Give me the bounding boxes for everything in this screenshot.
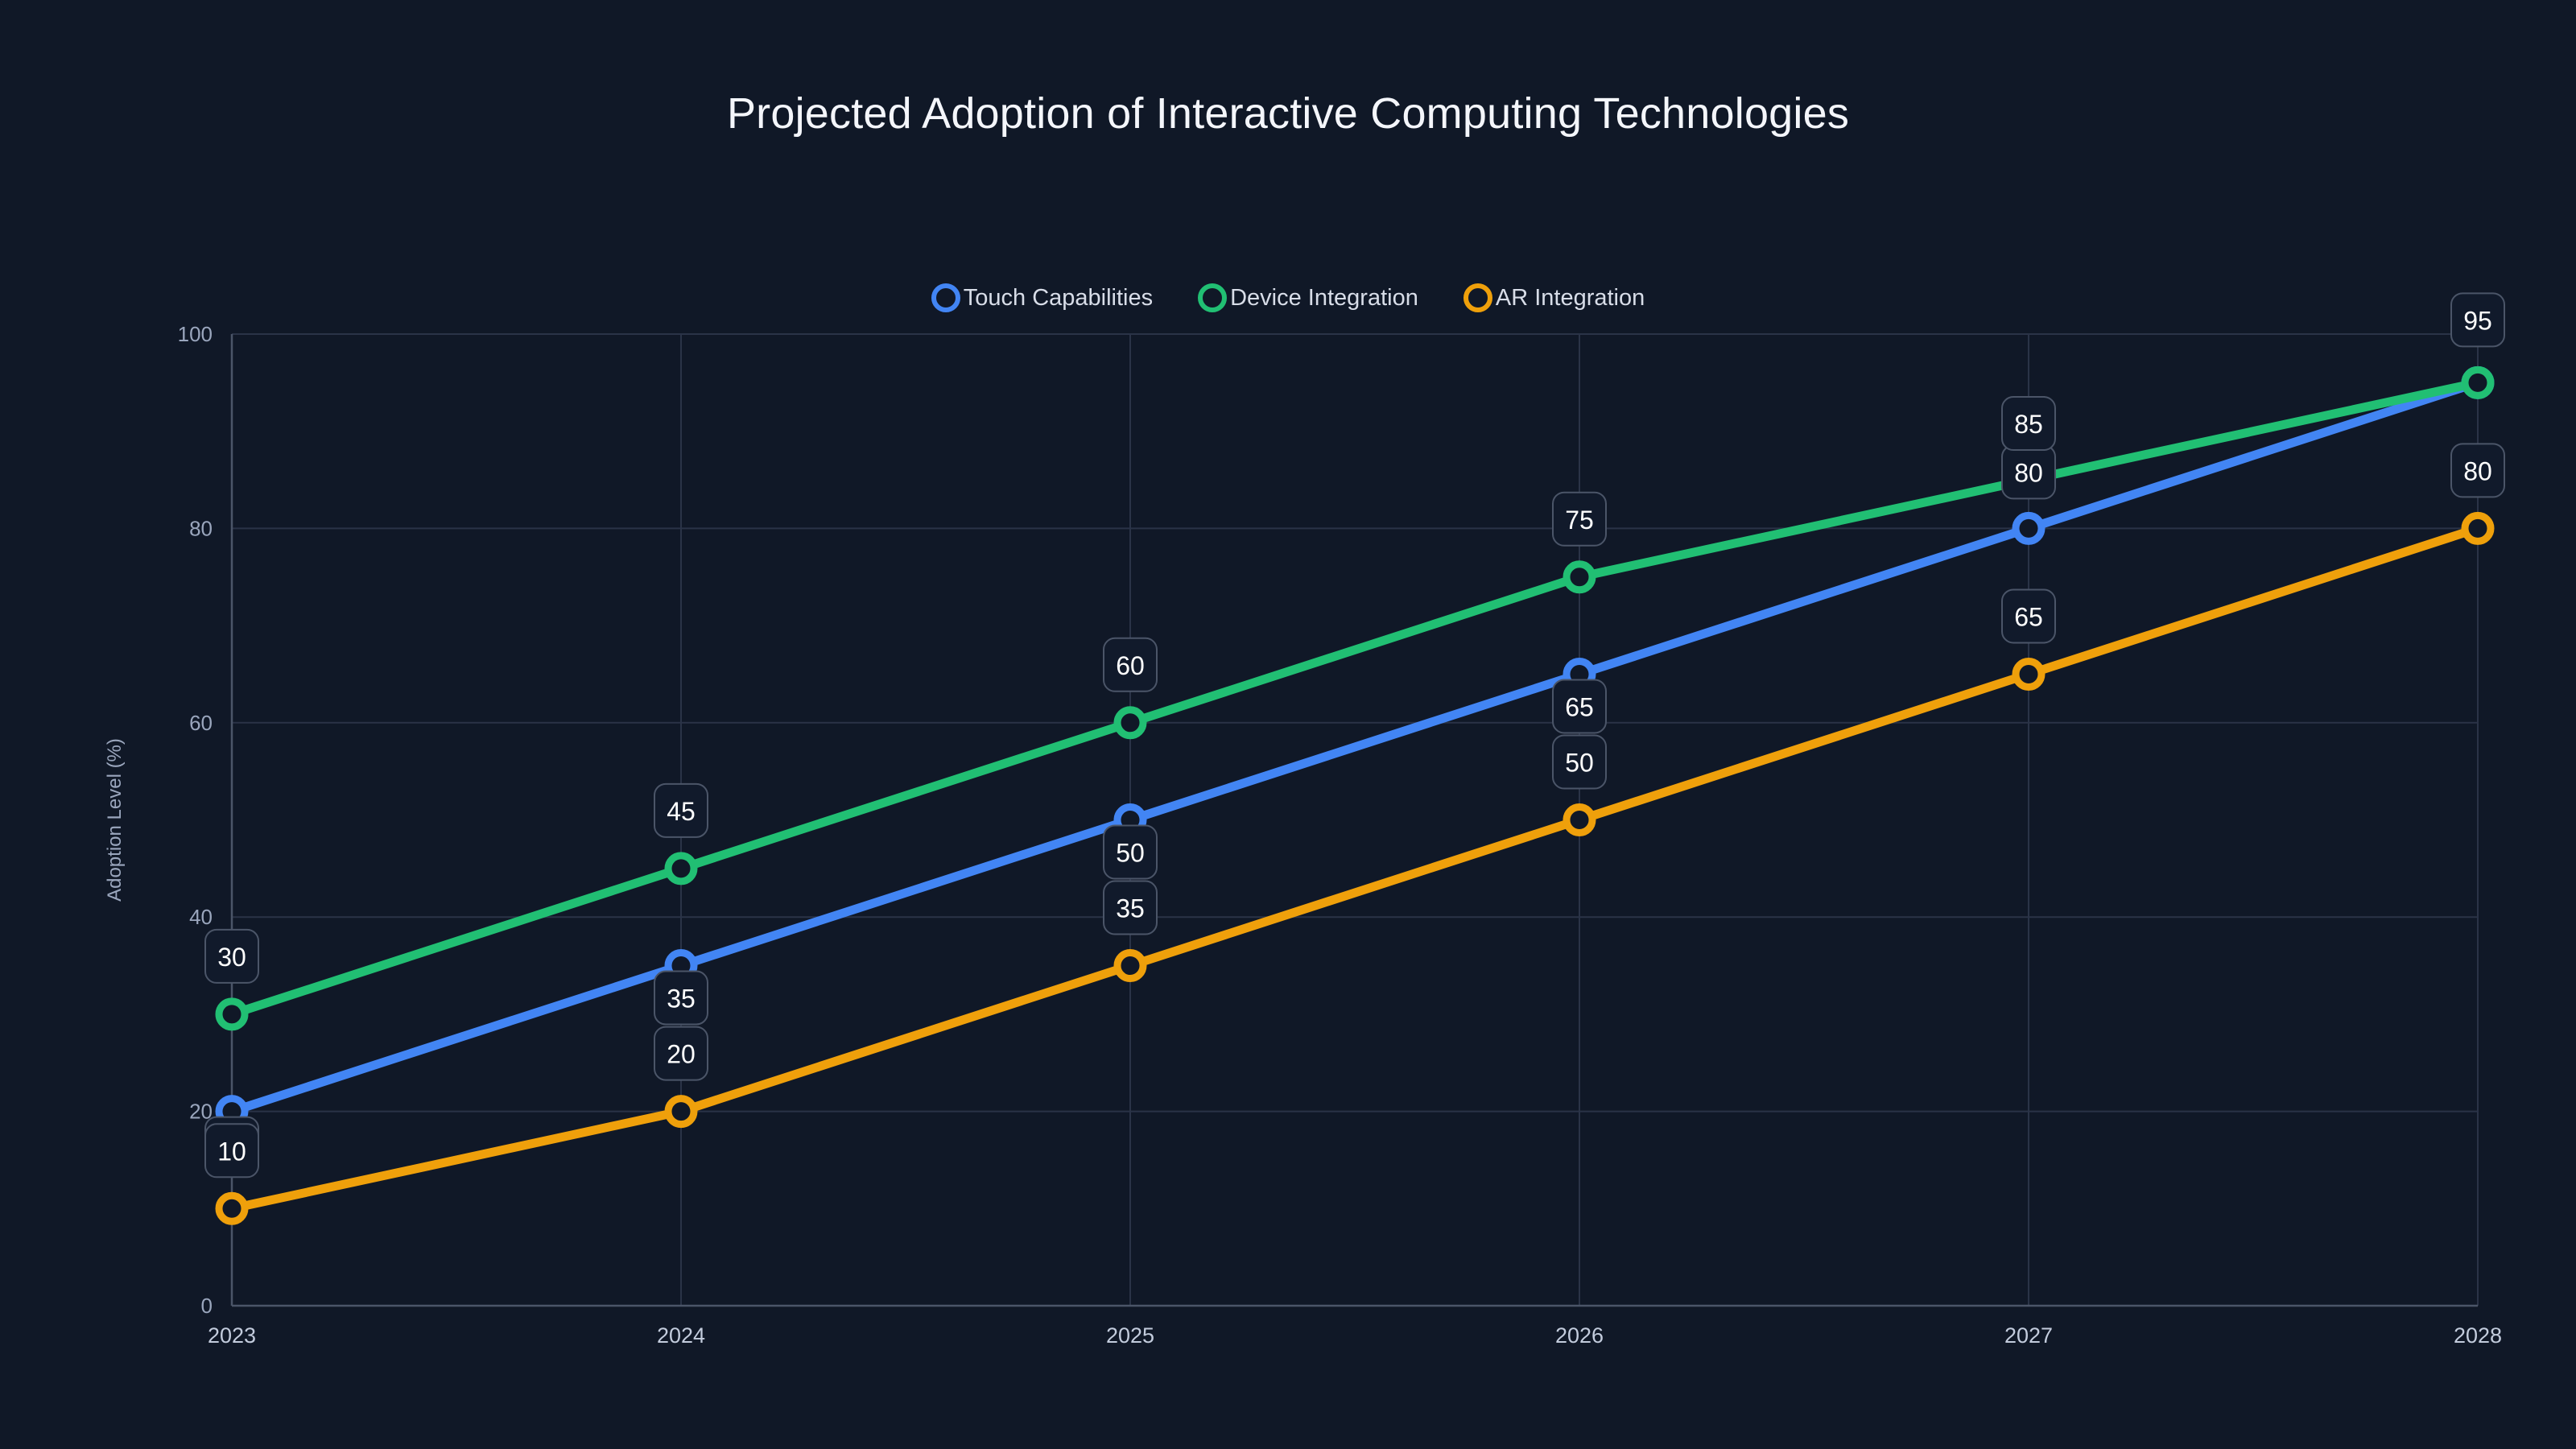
legend-item-label: AR Integration — [1495, 284, 1645, 311]
data-point-label: 20 — [654, 1026, 708, 1081]
data-label-box — [2450, 443, 2505, 498]
data-point-marker[interactable] — [215, 1191, 249, 1225]
data-point-label: 30 — [204, 928, 259, 984]
data-label-box — [1552, 734, 1607, 790]
x-axis-tick-label: 2026 — [1555, 1323, 1604, 1348]
data-point-marker[interactable] — [1563, 560, 1596, 594]
y-axis-tick-label: 80 — [189, 516, 213, 540]
data-label-box — [204, 928, 259, 984]
data-label-value: 35 — [667, 985, 696, 1013]
x-axis-tick-label: 2025 — [1106, 1323, 1154, 1348]
data-label-box — [2001, 396, 2056, 452]
data-point-label: 65 — [1552, 679, 1607, 734]
data-point-label: 35 — [1103, 880, 1158, 935]
data-label-box — [1103, 824, 1158, 880]
series-line-0 — [227, 378, 2483, 1117]
data-label-value: 65 — [2014, 602, 2043, 631]
x-axis-tick-label: 2024 — [657, 1323, 705, 1348]
data-label-box — [2450, 292, 2505, 348]
data-label-value: 80 — [2014, 458, 2043, 487]
data-point-marker[interactable] — [1113, 706, 1147, 740]
data-point-label: 85 — [2001, 396, 2056, 452]
x-axis-tick-label: 2028 — [2454, 1323, 2502, 1348]
data-point-label: 50 — [1103, 824, 1158, 880]
data-label-box — [1103, 637, 1158, 692]
y-axis-title: Adoption Level (%) — [104, 738, 126, 902]
data-label-box — [1103, 880, 1158, 935]
legend-item-2[interactable]: AR Integration — [1463, 283, 1645, 312]
data-label-box — [654, 782, 708, 838]
data-point-label: 10 — [204, 1123, 259, 1179]
data-label-value: 10 — [217, 1137, 246, 1166]
data-point-marker[interactable] — [664, 1095, 698, 1129]
y-axis-tick-label: 40 — [189, 905, 213, 929]
data-point-label: 65 — [2001, 588, 2056, 644]
data-label-value: 45 — [667, 797, 696, 826]
legend-item-1[interactable]: Device Integration — [1198, 283, 1418, 312]
data-point-label: 60 — [1103, 637, 1158, 692]
chart-legend: Touch Capabilities Device Integration AR I… — [0, 283, 2576, 312]
series-line-2 — [227, 523, 2483, 1213]
data-label-value: 80 — [2463, 456, 2492, 485]
circle-ring-icon — [1463, 283, 1492, 312]
data-point-marker[interactable] — [1563, 803, 1596, 836]
series-line-1 — [227, 378, 2483, 1019]
data-point-marker[interactable] — [2012, 511, 2046, 545]
data-point-marker[interactable] — [215, 997, 249, 1031]
data-label-value: 95 — [2463, 306, 2492, 335]
data-label-value: 85 — [2014, 410, 2043, 439]
data-label-box — [1552, 679, 1607, 734]
circle-ring-icon — [1198, 283, 1228, 312]
y-axis-tick-label: 100 — [178, 322, 213, 346]
chart-title: Projected Adoption of Interactive Comput… — [726, 89, 1850, 138]
data-label-value: 50 — [1116, 839, 1145, 868]
data-label-value: 20 — [667, 1040, 696, 1069]
data-label-box — [654, 1026, 708, 1081]
data-label-value: 65 — [1565, 692, 1594, 721]
data-label-box — [2001, 588, 2056, 644]
data-label-box — [654, 970, 708, 1026]
y-axis-tick-label: 60 — [189, 711, 213, 735]
data-point-label: 80 — [2001, 444, 2056, 500]
data-point-label: 35 — [654, 970, 708, 1026]
legend-item-label: Touch Capabilities — [963, 284, 1154, 311]
data-label-box — [204, 1123, 259, 1179]
data-point-label: 50 — [1552, 734, 1607, 790]
data-label-value: 50 — [1565, 749, 1594, 778]
data-point-marker[interactable] — [664, 852, 698, 886]
x-axis-tick-label: 2027 — [2004, 1323, 2053, 1348]
data-label-box — [1552, 491, 1607, 547]
data-point-marker[interactable] — [2461, 365, 2495, 399]
data-point-label: 45 — [654, 782, 708, 838]
legend-item-0[interactable]: Touch Capabilities — [931, 283, 1153, 312]
legend-item-label: Device Integration — [1230, 284, 1418, 311]
data-point-label: 80 — [2450, 443, 2505, 498]
data-label-value: 60 — [1116, 651, 1145, 680]
data-point-marker[interactable] — [2012, 657, 2046, 691]
y-axis-tick-label: 0 — [201, 1294, 213, 1318]
data-point-marker[interactable] — [1113, 949, 1147, 983]
data-point-marker[interactable] — [2461, 511, 2495, 545]
data-point-label: 75 — [1552, 491, 1607, 547]
x-axis-tick-label: 2023 — [208, 1323, 256, 1348]
data-label-value: 30 — [217, 943, 246, 972]
circle-ring-icon — [931, 283, 960, 312]
data-point-label: 95 — [2450, 292, 2505, 348]
data-label-value: 75 — [1565, 506, 1594, 535]
data-label-value: 35 — [1116, 894, 1145, 923]
